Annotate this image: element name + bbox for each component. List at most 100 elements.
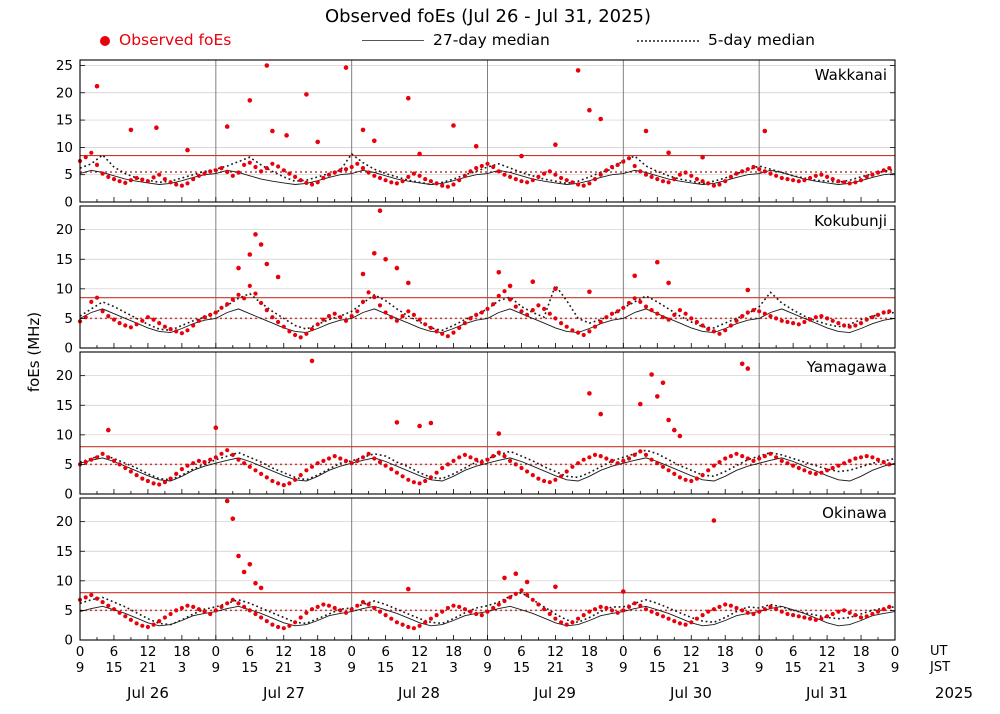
x-tick-label-jst: 21	[547, 660, 564, 676]
x-tick-label-jst: 15	[513, 660, 530, 676]
y-tick-label: 15	[56, 398, 73, 414]
y-tick-label: 20	[56, 85, 73, 101]
median27-line	[79, 169, 896, 185]
day-label-jul31: Jul 31	[806, 684, 848, 702]
x-tick-label-jst: 3	[178, 660, 187, 676]
year-label: 2025	[934, 684, 974, 702]
x-tick-label-jst: 3	[313, 660, 322, 676]
x-tick-label-ut: 0	[76, 644, 85, 660]
x-tick-label-ut: 18	[309, 644, 326, 660]
x-tick-label-ut: 0	[212, 644, 221, 660]
observed-dot-marker	[100, 35, 110, 46]
x-tick-label-jst: 3	[857, 660, 866, 676]
y-tick-label: 20	[56, 514, 73, 530]
x-tick-label-ut: 18	[717, 644, 734, 660]
x-tick-label-jst: 21	[275, 660, 292, 676]
y-tick-label: 15	[56, 113, 73, 129]
x-tick-label-jst: 9	[891, 660, 900, 676]
ut-axis-caption: UT	[930, 644, 948, 659]
x-tick-label-ut: 12	[275, 644, 292, 660]
legend-median5-label: 5-day median	[708, 31, 815, 49]
legend-item-observed: Observed foEs	[100, 31, 231, 49]
legend-observed-label: Observed foEs	[119, 31, 232, 49]
x-tick-label-jst: 15	[241, 660, 258, 676]
x-tick-label-jst: 9	[347, 660, 356, 676]
x-tick-label-ut: 0	[891, 644, 900, 660]
x-tick-label-jst: 9	[483, 660, 492, 676]
x-tick-label-jst: 15	[785, 660, 802, 676]
x-tick-label-jst: 3	[721, 660, 730, 676]
y-tick-label: 0	[64, 633, 73, 649]
x-tick-label-jst: 3	[449, 660, 458, 676]
x-tick-label-ut: 18	[445, 644, 462, 660]
y-tick-label: 10	[56, 427, 73, 443]
day-label-jul27: Jul 27	[263, 684, 305, 702]
station-label-yamagawa: Yamagawa	[806, 358, 887, 376]
day-label-jul26: Jul 26	[127, 684, 169, 702]
x-tick-label-ut: 0	[755, 644, 764, 660]
station-label-wakkanai: Wakkanai	[814, 66, 887, 84]
x-tick-label-jst: 21	[683, 660, 700, 676]
x-tick-label-jst: 21	[411, 660, 428, 676]
x-tick-label-ut: 18	[173, 644, 190, 660]
x-tick-label-ut: 12	[547, 644, 564, 660]
x-tick-label-ut: 6	[110, 644, 119, 660]
x-tick-label-ut: 6	[653, 644, 662, 660]
x-tick-label-ut: 0	[347, 644, 356, 660]
observed-points	[77, 498, 892, 631]
x-tick-label-ut: 0	[483, 644, 492, 660]
y-tick-label: 10	[56, 573, 73, 589]
y-tick-label: 5	[64, 603, 73, 619]
y-tick-label: 10	[56, 140, 73, 156]
x-tick-label-ut: 12	[139, 644, 156, 660]
x-tick-label-ut: 6	[381, 644, 390, 660]
median27-line	[79, 457, 896, 482]
panel-kokubunji: 0 5 10 15 20	[56, 205, 896, 357]
panel-wakkanai: 0 5 10 15 20 25	[56, 58, 896, 211]
observed-points	[77, 358, 892, 488]
y-tick-label: 10	[56, 281, 73, 297]
median27-line-marker	[362, 40, 424, 41]
x-tick-label-jst: 21	[139, 660, 156, 676]
day-label-jul28: Jul 28	[398, 684, 440, 702]
median27-line	[79, 308, 896, 334]
legend-median27-label: 27-day median	[433, 31, 550, 49]
y-tick-label: 15	[56, 252, 73, 268]
observed-points	[77, 63, 892, 189]
median5-line	[79, 449, 896, 481]
x-tick-label-ut: 6	[517, 644, 526, 660]
y-tick-label: 0	[64, 195, 73, 211]
observed-points	[77, 208, 892, 340]
y-tick-label: 0	[64, 341, 73, 357]
panel-yamagawa: 0 5 10 15 20	[56, 351, 896, 503]
x-tick-label-ut: 18	[581, 644, 598, 660]
panel-frame	[79, 351, 896, 495]
x-tick-label-ut: 18	[852, 644, 869, 660]
panel-frame	[79, 497, 896, 641]
x-tick-label-ut: 12	[411, 644, 428, 660]
panel-frame	[79, 59, 896, 203]
x-tick-label-jst: 9	[212, 660, 221, 676]
x-tick-label-jst: 21	[818, 660, 835, 676]
x-tick-label-jst: 3	[585, 660, 594, 676]
x-tick-label-jst: 15	[649, 660, 666, 676]
panel-frame	[79, 205, 896, 349]
x-tick-label-jst: 9	[619, 660, 628, 676]
y-tick-label: 15	[56, 544, 73, 560]
chart-title: Observed foEs (Jul 26 - Jul 31, 2025)	[324, 6, 652, 27]
x-tick-label-ut: 6	[245, 644, 254, 660]
panel-okinawa: 0 5 10 15 20	[56, 497, 896, 649]
x-tick-label-jst: 9	[755, 660, 764, 676]
x-tick-label-ut: 12	[683, 644, 700, 660]
x-tick-label-jst: 15	[105, 660, 122, 676]
median5-line-marker	[637, 39, 699, 42]
legend-item-median27: 27-day median	[362, 31, 550, 49]
y-tick-label: 5	[64, 167, 73, 183]
x-tick-label-ut: 6	[789, 644, 798, 660]
y-tick-label: 25	[56, 58, 73, 74]
station-label-okinawa: Okinawa	[822, 504, 887, 522]
y-tick-label: 20	[56, 222, 73, 238]
x-tick-label-jst: 15	[377, 660, 394, 676]
station-label-kokubunji: Kokubunji	[814, 212, 887, 230]
